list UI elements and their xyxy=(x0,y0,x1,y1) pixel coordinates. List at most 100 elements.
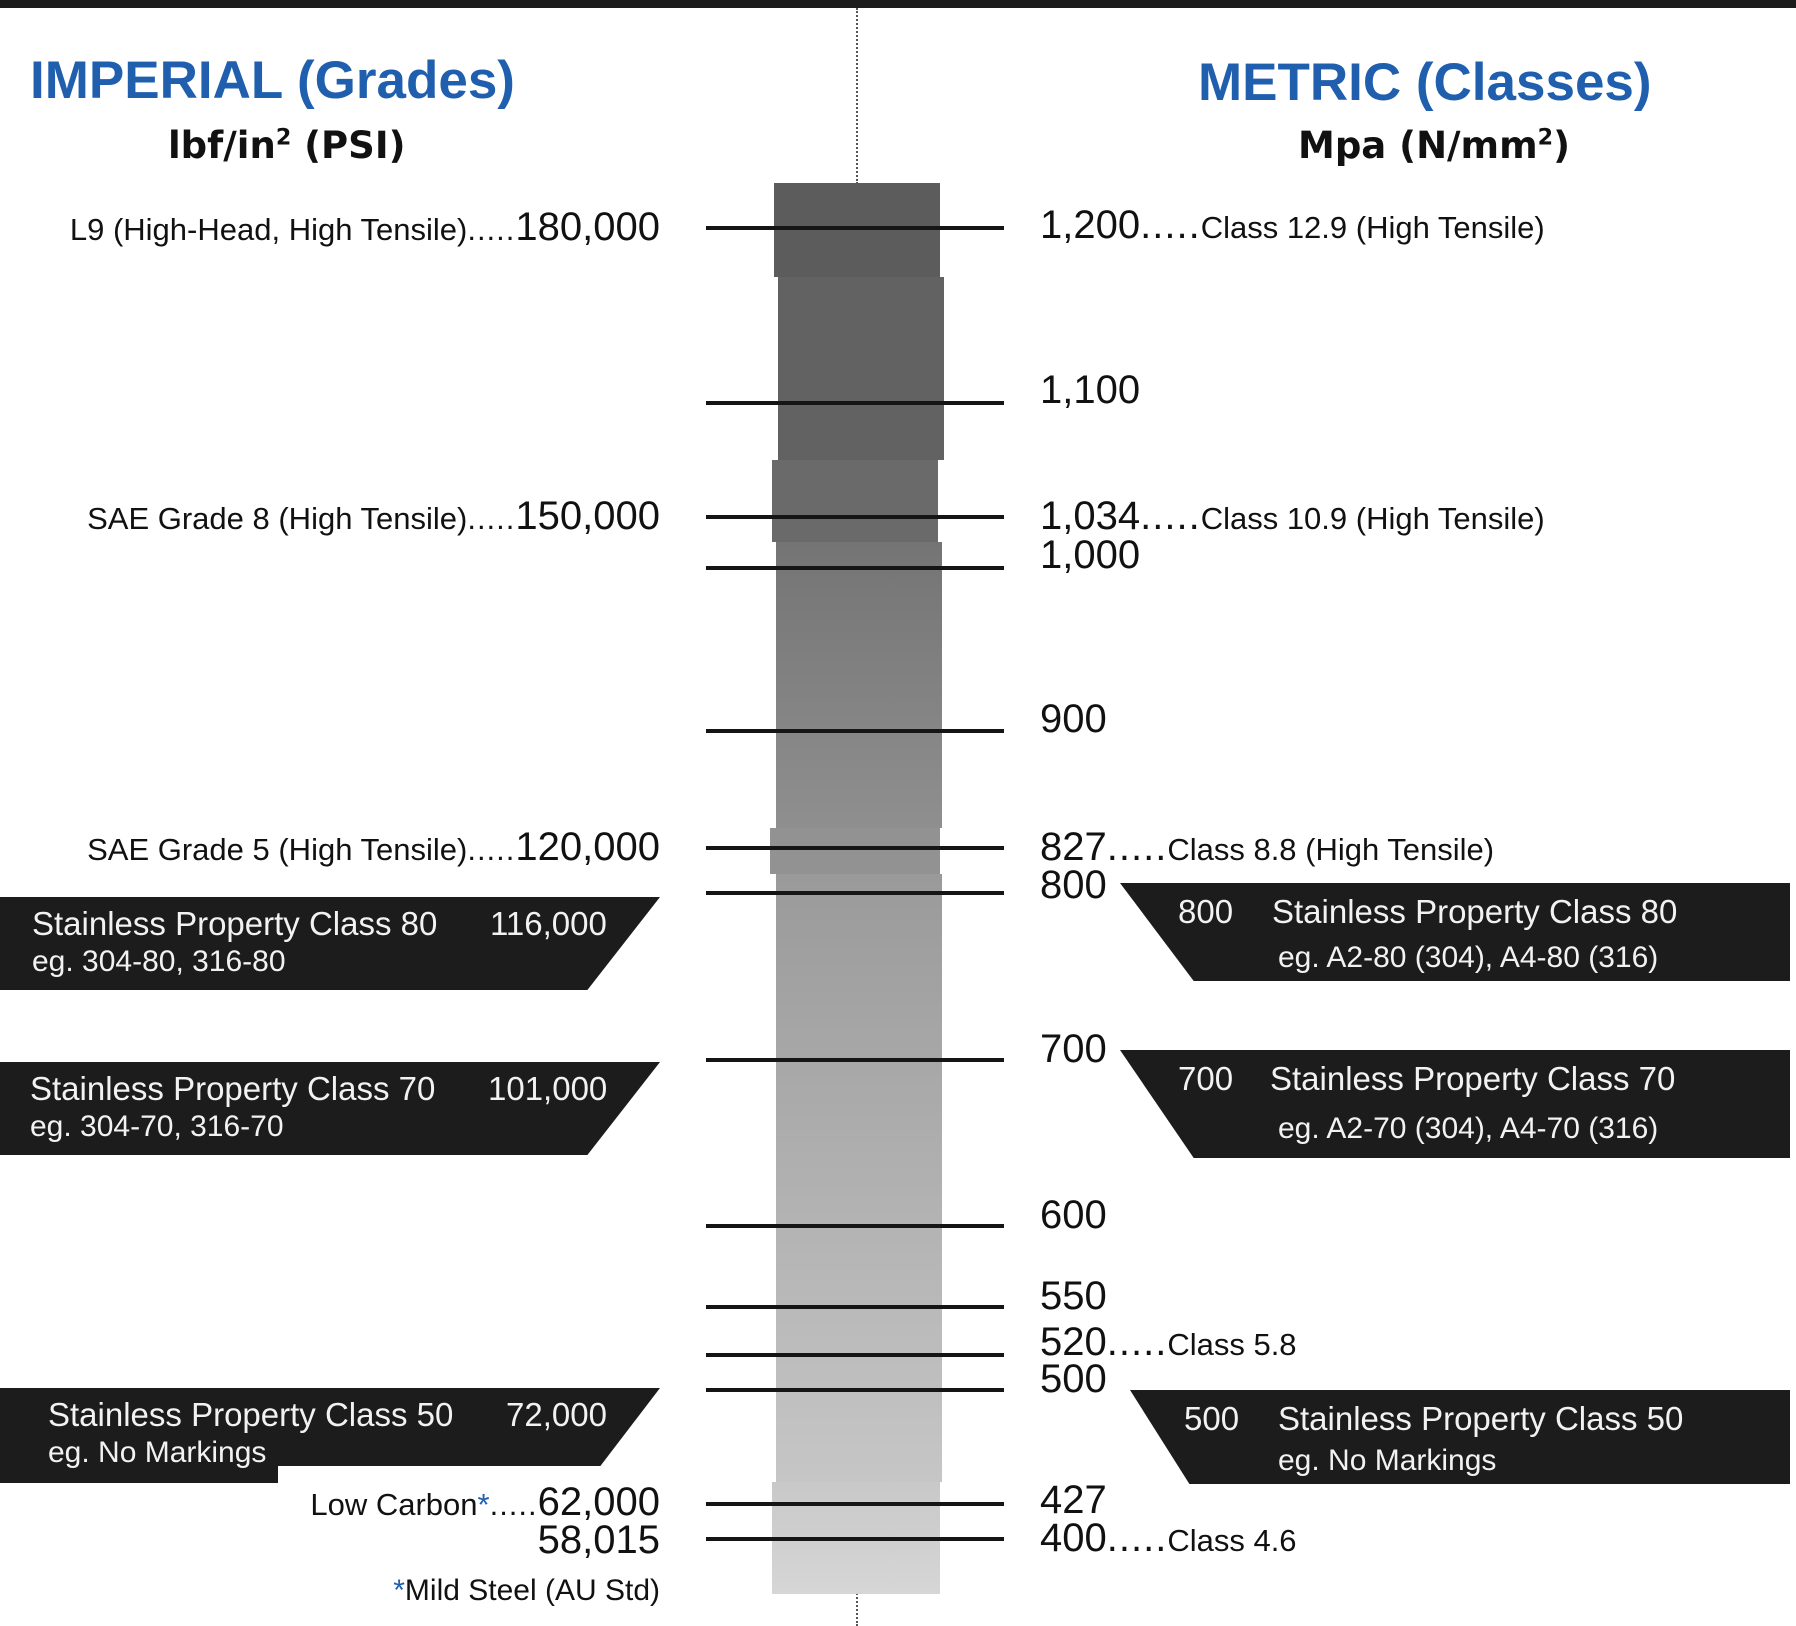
imperial-row-sep: ..... xyxy=(467,832,516,867)
metric-row-1034: 1,034..... Class 10.9 (High Tensile) xyxy=(1040,494,1545,539)
tick-900 xyxy=(706,729,1004,733)
imperial-row-sep: ..... xyxy=(467,501,516,536)
panel-value: 500 xyxy=(1184,1400,1240,1437)
metric-stainless-70-panel: 700 Stainless Property Class 70 eg. A2-7… xyxy=(1120,1050,1790,1158)
imperial-row-grade8: SAE Grade 8 (High Tensile)..... 150,000 xyxy=(87,494,660,539)
metric-stainless-80-panel: 800 Stainless Property Class 80 eg. A2-8… xyxy=(1120,883,1790,981)
imperial-title: IMPERIAL (Grades) xyxy=(30,51,515,110)
metric-row-550: 550 xyxy=(1040,1274,1107,1319)
metric-value: 1,200 xyxy=(1040,203,1141,247)
imperial-units-tail: (PSI) xyxy=(291,124,406,167)
metric-value: 427 xyxy=(1040,1478,1107,1522)
metric-value: 600 xyxy=(1040,1193,1107,1237)
strength-bar-seg-2 xyxy=(778,277,944,460)
metric-class-label: Class 4.6 xyxy=(1167,1523,1297,1558)
metric-row-400: 400..... Class 4.6 xyxy=(1040,1516,1297,1561)
footnote: * Mild Steel (AU Std) xyxy=(393,1574,660,1608)
panel-value: 72,000 xyxy=(506,1396,607,1433)
panel-example: eg. No Markings xyxy=(1278,1444,1497,1477)
metric-sep: ..... xyxy=(1106,825,1168,869)
metric-value: 900 xyxy=(1040,697,1107,741)
metric-sep: ..... xyxy=(1106,1320,1168,1364)
strength-bar-seg-6 xyxy=(776,874,942,1482)
tick-1034 xyxy=(706,515,1004,519)
center-divider-top xyxy=(856,8,858,184)
strength-bar-seg-1 xyxy=(774,183,940,277)
metric-row-427: 427 xyxy=(1040,1478,1107,1523)
asterisk-mark: * xyxy=(477,1487,490,1522)
panel-value: 101,000 xyxy=(488,1070,608,1107)
tick-500 xyxy=(706,1388,1004,1392)
strength-bar-seg-3 xyxy=(772,460,938,542)
metric-value: 1,034 xyxy=(1040,494,1141,538)
metric-value: 400 xyxy=(1040,1516,1107,1560)
panel-title: Stainless Property Class 80 xyxy=(32,905,438,942)
imperial-row-grade5: SAE Grade 5 (High Tensile)..... 120,000 xyxy=(87,825,660,870)
imperial-row-l9: L9 (High-Head, High Tensile)..... 180,000 xyxy=(70,205,660,250)
tick-800 xyxy=(706,891,1004,895)
metric-units-sup: 2 xyxy=(1537,124,1554,151)
metric-stainless-50-panel: 500 Stainless Property Class 50 eg. No M… xyxy=(1130,1390,1790,1484)
metric-units-tail: ) xyxy=(1553,124,1571,167)
metric-row-800: 800 xyxy=(1040,863,1107,908)
panel-value: 116,000 xyxy=(490,905,607,942)
tick-427 xyxy=(706,1502,1004,1506)
imperial-row-low-carbon: Low Carbon *..... 62,000 xyxy=(310,1480,660,1525)
tick-827 xyxy=(706,846,1004,850)
imperial-row-label: Low Carbon xyxy=(310,1487,478,1522)
imperial-stainless-70-panel: Stainless Property Class 70 101,000 eg. … xyxy=(0,1062,660,1155)
imperial-row-value: 150,000 xyxy=(515,494,660,538)
imperial-row-label: SAE Grade 5 (High Tensile) xyxy=(87,832,468,867)
strength-bar-seg-5 xyxy=(770,828,940,874)
imperial-row-sep: ..... xyxy=(467,212,516,247)
tick-400 xyxy=(706,1537,1004,1541)
imperial-row-sep: ..... xyxy=(489,1487,538,1522)
tick-600 xyxy=(706,1224,1004,1228)
asterisk-mark: * xyxy=(393,1574,405,1607)
imperial-units: lbf/in2 (PSI) xyxy=(168,124,406,167)
tick-1200 xyxy=(706,226,1004,230)
top-rule xyxy=(0,0,1796,8)
imperial-row-58015: 58,015 xyxy=(538,1518,660,1563)
panel-title: Stainless Property Class 70 xyxy=(1270,1060,1676,1097)
footnote-text: Mild Steel (AU Std) xyxy=(404,1574,660,1607)
imperial-stainless-80-panel: Stainless Property Class 80 116,000 eg. … xyxy=(0,897,660,990)
panel-title: Stainless Property Class 70 xyxy=(30,1070,436,1107)
metric-class-label: Class 10.9 (High Tensile) xyxy=(1200,501,1545,536)
metric-value: 550 xyxy=(1040,1274,1107,1318)
metric-row-500: 500 xyxy=(1040,1357,1107,1402)
metric-value: 500 xyxy=(1040,1357,1107,1401)
metric-class-label: Class 12.9 (High Tensile) xyxy=(1200,210,1545,245)
panel-example: eg. A2-70 (304), A4-70 (316) xyxy=(1278,1112,1659,1145)
imperial-row-value: 120,000 xyxy=(515,825,660,869)
metric-value: 700 xyxy=(1040,1027,1107,1071)
imperial-row-value: 58,015 xyxy=(537,1518,660,1562)
tick-1100 xyxy=(706,401,1004,405)
metric-row-827: 827..... Class 8.8 (High Tensile) xyxy=(1040,825,1494,870)
panel-value: 700 xyxy=(1178,1060,1234,1097)
strength-bar-seg-4 xyxy=(776,542,942,828)
tick-550 xyxy=(706,1305,1004,1309)
metric-units-main: Mpa (N/mm xyxy=(1298,124,1538,167)
tick-1000 xyxy=(706,566,1004,570)
metric-value: 800 xyxy=(1040,863,1107,907)
metric-value: 1,100 xyxy=(1040,368,1141,412)
imperial-row-label: L9 (High-Head, High Tensile) xyxy=(69,212,468,247)
imperial-row-value: 62,000 xyxy=(537,1480,660,1524)
panel-example: eg. A2-80 (304), A4-80 (316) xyxy=(1278,941,1659,974)
imperial-row-value: 180,000 xyxy=(515,205,660,249)
metric-class-label: Class 5.8 xyxy=(1167,1327,1297,1362)
metric-row-520: 520..... Class 5.8 xyxy=(1040,1320,1297,1365)
metric-sep: ..... xyxy=(1106,1516,1168,1560)
panel-example: eg. 304-70, 316-70 xyxy=(30,1110,284,1143)
metric-class-label: Class 8.8 (High Tensile) xyxy=(1167,832,1495,867)
panel-title: Stainless Property Class 80 xyxy=(1272,893,1678,930)
metric-sep: ..... xyxy=(1140,203,1201,247)
imperial-row-label: SAE Grade 8 (High Tensile) xyxy=(87,501,468,536)
metric-units: Mpa (N/mm2) xyxy=(1298,124,1570,167)
panel-example: eg. 304-80, 316-80 xyxy=(32,945,286,978)
label-backing xyxy=(278,1466,658,1486)
tick-700 xyxy=(706,1058,1004,1062)
metric-sep: ..... xyxy=(1140,494,1201,538)
metric-row-700: 700 xyxy=(1040,1027,1107,1072)
